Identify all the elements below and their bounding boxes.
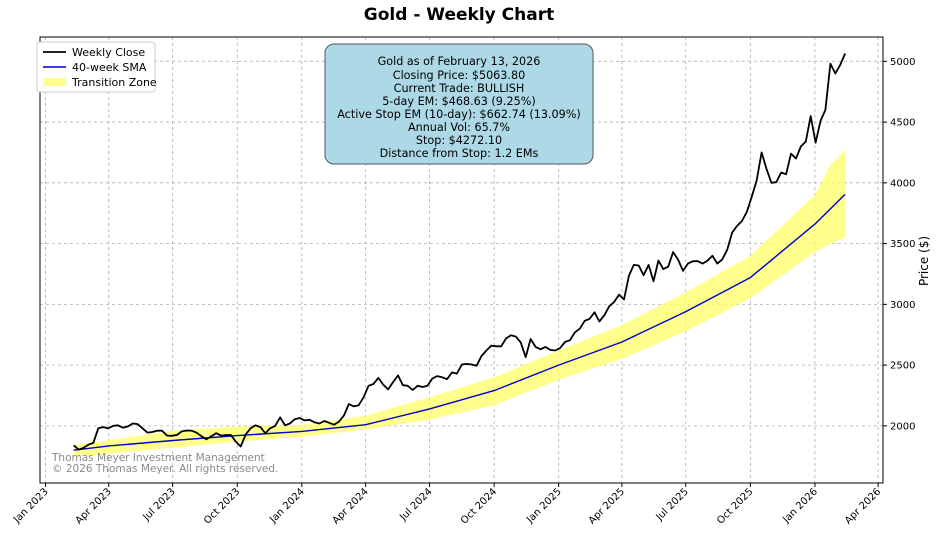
- legend-box: [36, 41, 156, 93]
- transition-zone-band: [73, 150, 846, 457]
- info-line-stop: Stop: $4272.10: [416, 134, 502, 147]
- y-tick-label: 4000: [890, 178, 915, 189]
- x-tick-label: Oct 2025: [715, 486, 755, 526]
- y-tick-label: 2000: [890, 421, 915, 432]
- plot-frame: [39, 36, 884, 484]
- watermark: Thomas Meyer Investment Management © 202…: [51, 452, 278, 475]
- info-line-closing-price: Closing Price: $5063.80: [393, 69, 525, 82]
- sma-line: [73, 193, 846, 451]
- info-line-current-trade: Current Trade: BULLISH: [394, 82, 525, 95]
- weekly-close-path: [73, 53, 846, 451]
- info-box-background: [324, 43, 594, 165]
- x-tick-label: Oct 2024: [459, 486, 499, 526]
- x-tick-label: Jul 2024: [397, 486, 434, 523]
- legend: Weekly Close 40-week SMA Transition Zone: [36, 41, 157, 93]
- weekly-close-line: [73, 53, 846, 451]
- x-tick-label: Oct 2023: [202, 486, 242, 526]
- info-line-date: Gold as of February 13, 2026: [378, 55, 541, 68]
- y-tick-label: 3500: [890, 239, 915, 250]
- watermark-line-copyright: © 2026 Thomas Meyer. All rights reserved…: [52, 463, 278, 475]
- x-tick-label: Jul 2023: [141, 486, 178, 523]
- sma-path: [73, 193, 846, 451]
- info-line-active-stop-em: Active Stop EM (10-day): $662.74 (13.09%…: [337, 108, 581, 121]
- x-axis: Jan 2023 Apr 2023 Jul 2023 Oct 2023 Jan 2024…: [11, 483, 883, 527]
- legend-label-sma: 40-week SMA: [72, 61, 147, 74]
- x-tick-label: Jan 2025: [524, 486, 564, 526]
- x-tick-label: Jan 2024: [267, 486, 307, 526]
- x-tick-label: Jan 2023: [11, 486, 51, 526]
- y-tick-label: 3000: [890, 300, 915, 311]
- x-tick-label: Jul 2025: [654, 486, 691, 523]
- info-line-annual-vol: Annual Vol: 65.7%: [408, 121, 510, 134]
- watermark-line-company: Thomas Meyer Investment Management: [51, 452, 265, 464]
- legend-label-weekly-close: Weekly Close: [72, 46, 145, 59]
- x-tick-label: Apr 2026: [843, 486, 883, 526]
- x-tick-label: Apr 2025: [587, 486, 627, 526]
- x-tick-label: Jan 2026: [780, 486, 820, 526]
- transition-zone-area: [73, 150, 846, 457]
- y-tick-label: 2500: [890, 361, 915, 372]
- info-line-distance-from-stop: Distance from Stop: 1.2 EMs: [380, 147, 539, 160]
- info-line-5day-em: 5-day EM: $468.63 (9.25%): [382, 95, 535, 108]
- y-tick-label: 4500: [890, 118, 915, 129]
- chart-title: Gold - Weekly Chart: [364, 5, 554, 25]
- y-axis: 2000 2500 3000 3500 4000 4500 5000: [883, 57, 915, 432]
- y-tick-label: 5000: [890, 57, 915, 68]
- info-box: Gold as of February 13, 2026 Closing Pri…: [324, 43, 594, 165]
- legend-swatch-transition-zone: [43, 78, 66, 86]
- x-tick-label: Apr 2023: [74, 486, 114, 526]
- y-axis-label: Price ($): [917, 236, 931, 286]
- x-tick-label: Apr 2024: [331, 486, 371, 526]
- legend-label-transition-zone: Transition Zone: [71, 76, 157, 89]
